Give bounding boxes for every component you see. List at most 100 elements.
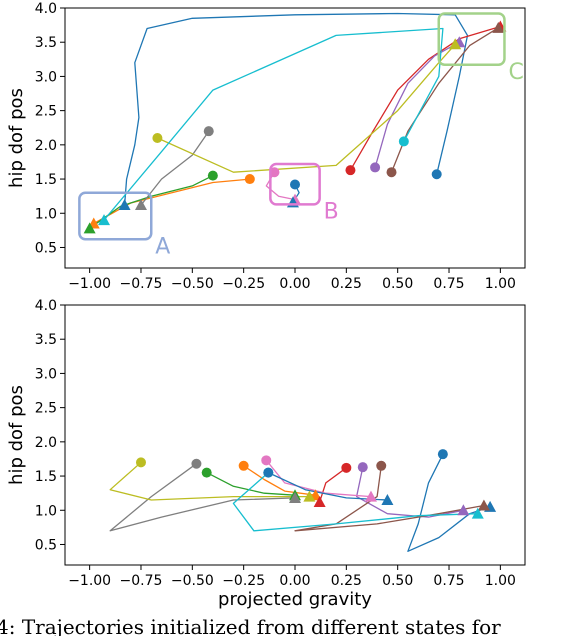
y-tick-label: 0.5 [35,537,57,553]
y-tick-label: 3.0 [35,366,57,382]
top-chart: −1.00 −0.75 −0.50 −0.25 0.00 0.25 0.50 0.75 1.00… [6,1,526,292]
y-tick-label: 1.5 [35,172,57,188]
end-point-marker [303,490,316,502]
start-point-marker [345,165,356,176]
trajectory-line [93,178,250,225]
x-tick-label: 0.50 [382,573,413,589]
start-point-marker [207,170,218,181]
y-tick-label: 3.5 [35,35,57,51]
start-point-marker [386,167,397,178]
trajectory-line [294,465,485,532]
y-tick-label: 1.0 [35,206,57,222]
y-tick-label: 1.5 [35,469,57,485]
end-point-marker [492,21,505,33]
y-tick-label: 3.0 [35,69,57,85]
end-point-marker [83,222,96,234]
start-point-marker [290,179,300,190]
region-label-c: C [508,60,523,85]
trajectory-line [265,459,372,498]
trajectory-line [374,41,460,168]
plot-frame [64,304,526,566]
y-tick-label: 2.0 [35,435,57,451]
trajectory-line [206,472,296,496]
start-point-marker [370,162,381,173]
start-point-marker [376,460,387,471]
x-tick-label: −0.50 [171,276,214,292]
trajectory-line [349,25,501,171]
end-point-marker [134,199,147,211]
trajectory-line [109,461,310,501]
end-point-marker [471,507,484,519]
y-tick-label: 1.0 [35,503,57,519]
x-tick-label: −0.75 [120,276,163,292]
x-tick-label: −0.25 [222,573,265,589]
trajectory-line [157,43,456,173]
y-tick-label: 4.0 [35,1,57,17]
start-point-marker [437,449,448,460]
start-point-marker [203,126,214,137]
x-tick-label: 0.75 [433,573,464,589]
start-point-marker [191,458,202,469]
start-point-marker [431,169,442,180]
x-tick-label: 0.00 [279,276,310,292]
end-point-marker [364,490,377,502]
x-tick-label: −0.50 [171,573,214,589]
x-tick-label: −1.00 [68,276,111,292]
start-point-marker [261,455,272,466]
end-point-marker [457,504,470,516]
figure-caption: 4: Trajectories initialized from differe… [0,615,501,636]
start-point-marker [341,462,352,473]
region-box-c [437,12,506,67]
start-point-marker [357,462,368,473]
start-point-marker [244,174,255,185]
y-tick-label: 2.0 [35,138,57,154]
start-point-marker [398,136,409,147]
y-axis-label: hip dof pos [6,385,27,485]
start-point-marker [201,467,212,478]
trajectory-line [109,463,296,532]
x-tick-label: 1.00 [485,276,516,292]
end-point-marker [98,214,111,226]
x-tick-label: −0.25 [222,276,265,292]
y-axis-label: hip dof pos [6,88,27,188]
end-point-marker [118,199,131,211]
region-box-b [269,162,321,206]
trajectory-line [355,467,464,518]
start-point-marker [135,457,146,468]
end-point-marker [449,38,462,50]
start-point-marker [263,467,274,478]
end-point-marker [289,491,301,503]
y-tick-label: 3.5 [35,332,57,348]
start-point-marker [238,460,249,471]
trajectory-line [232,472,478,532]
x-tick-label: 0.25 [331,276,362,292]
start-point-marker [269,167,280,178]
trajectory-line [103,27,444,221]
y-tick-label: 2.5 [35,401,57,417]
x-tick-label: 1.00 [485,573,516,589]
region-label-a: A [155,234,170,259]
end-point-marker [381,494,394,505]
region-label-b: B [324,199,339,224]
x-tick-label: −0.75 [120,573,163,589]
x-tick-label: 0.00 [279,573,310,589]
trajectory-line [407,453,491,552]
region-box-a [78,191,153,241]
trajectory-line [140,130,210,206]
y-tick-label: 2.5 [35,104,57,120]
x-axis-label: projected gravity [218,589,372,610]
y-tick-label: 4.0 [35,298,57,314]
x-tick-label: 0.75 [433,276,464,292]
end-point-marker [477,499,490,511]
trajectory-line [243,465,316,496]
trajectory-line [123,12,469,206]
y-tick-label: 0.5 [35,240,57,256]
x-tick-label: −1.00 [68,573,111,589]
trajectory-line [318,467,347,503]
bottom-chart: −1.00 −0.75 −0.50 −0.25 0.00 0.25 0.50 0.75 1.00… [6,298,526,610]
x-tick-label: 0.25 [331,573,362,589]
x-tick-label: 0.50 [382,276,413,292]
start-point-marker [152,133,163,143]
end-point-marker [313,496,326,508]
